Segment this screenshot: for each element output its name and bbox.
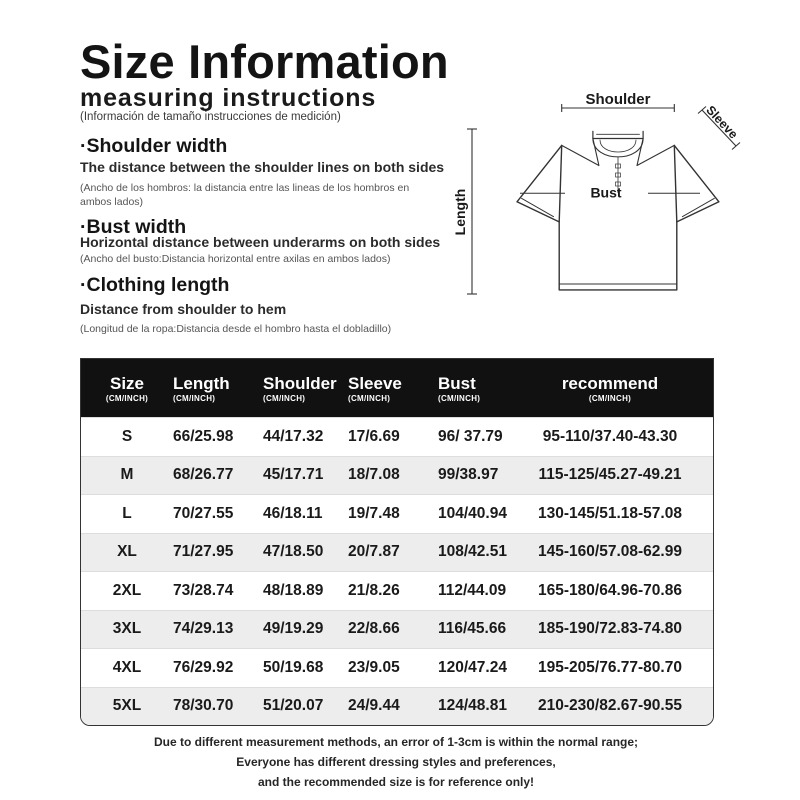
svg-text:Sleeve: Sleeve (703, 103, 740, 142)
svg-text:Shoulder: Shoulder (585, 91, 650, 108)
svg-text:Bust: Bust (590, 185, 621, 201)
svg-text:Length: Length (452, 189, 468, 236)
